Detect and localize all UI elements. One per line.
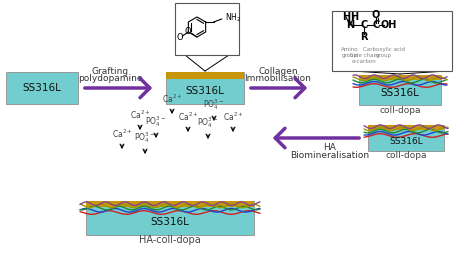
Text: HA-coll-dopa: HA-coll-dopa [139,235,201,245]
Text: H: H [342,12,350,22]
Bar [6,72,78,104]
Text: Biomineralisation: Biomineralisation [291,151,370,160]
Text: Collagen: Collagen [258,67,298,76]
Text: Side chain: Side chain [350,53,378,58]
Text: Ca$^{2+}$: Ca$^{2+}$ [130,109,150,121]
Bar [175,3,239,55]
Text: α-carbon: α-carbon [352,59,376,64]
Bar [368,125,444,130]
Text: OH: OH [381,20,397,30]
Text: PO$_4^{3-}$: PO$_4^{3-}$ [135,130,155,145]
Bar [166,72,244,79]
Text: N: N [346,20,354,30]
Text: SS316L: SS316L [151,217,190,227]
Text: polydopamine: polydopamine [78,74,142,83]
Text: SS316L: SS316L [389,137,423,146]
Text: Ca$^{2+}$: Ca$^{2+}$ [178,111,198,123]
Text: SS316L: SS316L [23,83,62,93]
Text: PO$_4^{3-}$: PO$_4^{3-}$ [203,97,225,112]
Text: C: C [373,20,380,30]
Bar [332,11,452,71]
Text: O: O [185,28,191,37]
Text: HA: HA [324,143,337,152]
Text: O: O [176,32,182,41]
Text: H: H [350,12,358,22]
Text: Amino
group: Amino group [341,47,359,58]
Text: coll-dopa: coll-dopa [379,106,421,115]
Text: Immobilisation: Immobilisation [245,74,311,83]
Text: SS316L: SS316L [185,87,224,96]
Text: Ca$^{2+}$: Ca$^{2+}$ [223,111,243,123]
Text: Carboxylic acid
group: Carboxylic acid group [363,47,405,58]
Text: coll-dopa: coll-dopa [385,151,427,160]
Text: R: R [360,32,368,42]
Bar [359,75,441,80]
Text: NH$_2$: NH$_2$ [225,12,241,24]
Text: C: C [360,20,368,30]
Bar [86,201,254,207]
Text: PO$_4^{3-}$: PO$_4^{3-}$ [146,114,166,129]
Text: Grafting: Grafting [91,67,128,76]
Bar [86,201,254,235]
Text: Ca$^{2+}$: Ca$^{2+}$ [162,93,182,105]
Text: SS316L: SS316L [381,88,419,99]
Text: PO$_4^{3-}$: PO$_4^{3-}$ [198,115,219,130]
Text: O: O [372,10,380,20]
Bar [359,75,441,105]
Bar [166,72,244,104]
Text: Ca$^{2+}$: Ca$^{2+}$ [112,127,132,140]
Bar [368,125,444,151]
